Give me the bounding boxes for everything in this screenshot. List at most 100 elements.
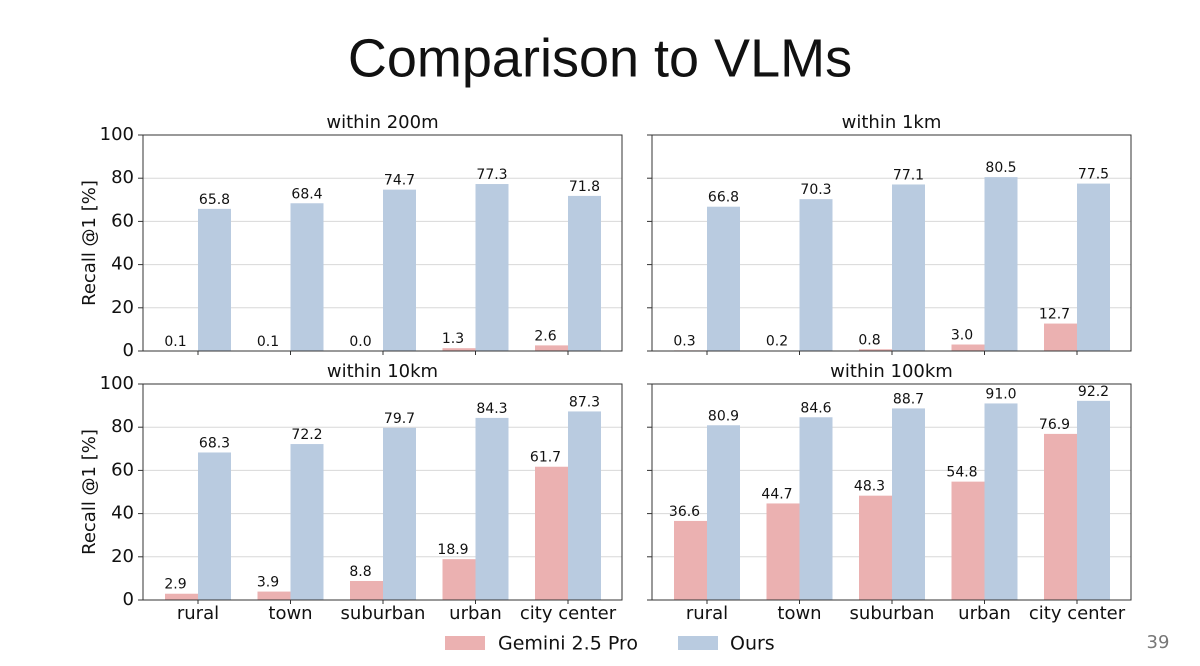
value-label: 2.6 [534, 328, 556, 344]
bar [766, 503, 800, 600]
x-tick-label: urban [958, 603, 1011, 624]
value-label: 74.7 [384, 173, 415, 189]
bar [350, 580, 383, 600]
bar [165, 593, 198, 600]
x-tick-label: town [777, 603, 821, 624]
x-tick-label: urban [449, 603, 502, 624]
value-label: 72.2 [291, 427, 322, 443]
y-tick-label: 80 [111, 416, 134, 437]
value-label: 80.9 [708, 408, 739, 424]
y-tick-label: 60 [111, 459, 134, 480]
value-label: 91.0 [985, 386, 1016, 402]
axes-frame [651, 134, 1132, 352]
slide-title: Comparison to VLMs [348, 28, 852, 88]
bar [535, 466, 568, 600]
value-label: 80.5 [985, 160, 1016, 176]
legend-swatch [445, 636, 485, 650]
y-tick-label: 100 [100, 124, 134, 145]
value-label: 1.3 [442, 331, 464, 347]
bar [1077, 400, 1110, 600]
subplot-title: within 10km [327, 361, 438, 382]
value-label: 36.6 [669, 504, 700, 520]
value-label: 0.3 [673, 333, 695, 349]
bar [984, 177, 1018, 351]
y-axis-label: Recall @1 [%] [79, 180, 100, 306]
bar [475, 184, 509, 351]
bar [707, 206, 740, 351]
bar [383, 427, 416, 600]
axes-frame [651, 383, 1132, 601]
axes-frame [142, 134, 623, 352]
subplot-title: within 200m [326, 112, 438, 133]
y-tick-label: 20 [111, 546, 134, 567]
bar [799, 417, 833, 600]
subplot-title: within 1km [842, 112, 942, 133]
legend-swatch [678, 636, 718, 650]
value-label: 76.9 [1039, 417, 1070, 433]
value-label: 3.9 [257, 575, 279, 591]
value-label: 88.7 [893, 391, 924, 407]
axes-frame [142, 383, 623, 601]
bar [859, 495, 892, 600]
value-label: 0.1 [257, 334, 279, 350]
bar [568, 195, 601, 351]
y-tick-label: 20 [111, 297, 134, 318]
value-label: 77.5 [1078, 167, 1109, 183]
value-label: 0.8 [858, 332, 880, 348]
value-label: 54.8 [946, 465, 977, 481]
bar [290, 444, 324, 600]
bar [290, 203, 324, 351]
x-tick-label: city center [1029, 603, 1126, 624]
value-label: 77.3 [476, 167, 507, 183]
y-axis-label: Recall @1 [%] [79, 429, 100, 555]
value-label: 87.3 [569, 394, 600, 410]
x-tick-label: rural [177, 603, 219, 624]
value-label: 84.6 [800, 400, 831, 416]
subplot-title: within 100km [830, 361, 953, 382]
y-tick-label: 80 [111, 167, 134, 188]
bar [707, 425, 740, 600]
value-label: 12.7 [1039, 307, 1070, 323]
bar [198, 208, 231, 351]
bar [475, 417, 509, 600]
bar [892, 184, 925, 351]
x-tick-label: town [268, 603, 312, 624]
value-label: 79.7 [384, 411, 415, 427]
bar [951, 344, 985, 351]
bar [799, 199, 833, 351]
value-label: 8.8 [349, 564, 371, 580]
bar [442, 348, 476, 351]
page-number: 39 [1147, 632, 1170, 653]
x-tick-label: suburban [850, 603, 935, 624]
x-tick-label: rural [686, 603, 728, 624]
y-tick-label: 0 [123, 340, 134, 361]
bar [1077, 183, 1110, 351]
value-label: 61.7 [530, 450, 561, 466]
value-label: 77.1 [893, 167, 924, 183]
bar [984, 403, 1018, 600]
bar [568, 411, 601, 600]
value-label: 71.8 [569, 179, 600, 195]
x-tick-label: city center [520, 603, 617, 624]
value-label: 70.3 [800, 182, 831, 198]
y-tick-label: 0 [123, 589, 134, 610]
value-label: 44.7 [761, 486, 792, 502]
value-label: 65.8 [199, 192, 230, 208]
value-label: 0.2 [766, 334, 788, 350]
bar [1044, 323, 1077, 351]
bar [442, 559, 476, 600]
bar [859, 349, 892, 351]
bar [383, 189, 416, 351]
legend-label: Gemini 2.5 Pro [498, 633, 638, 655]
value-label: 0.1 [164, 334, 186, 350]
legend-label: Ours [730, 633, 775, 655]
value-label: 68.4 [291, 186, 322, 202]
bar [257, 591, 291, 600]
value-label: 3.0 [951, 328, 973, 344]
bar [198, 452, 231, 600]
y-tick-label: 100 [100, 373, 134, 394]
bar [535, 345, 568, 351]
value-label: 68.3 [199, 435, 230, 451]
